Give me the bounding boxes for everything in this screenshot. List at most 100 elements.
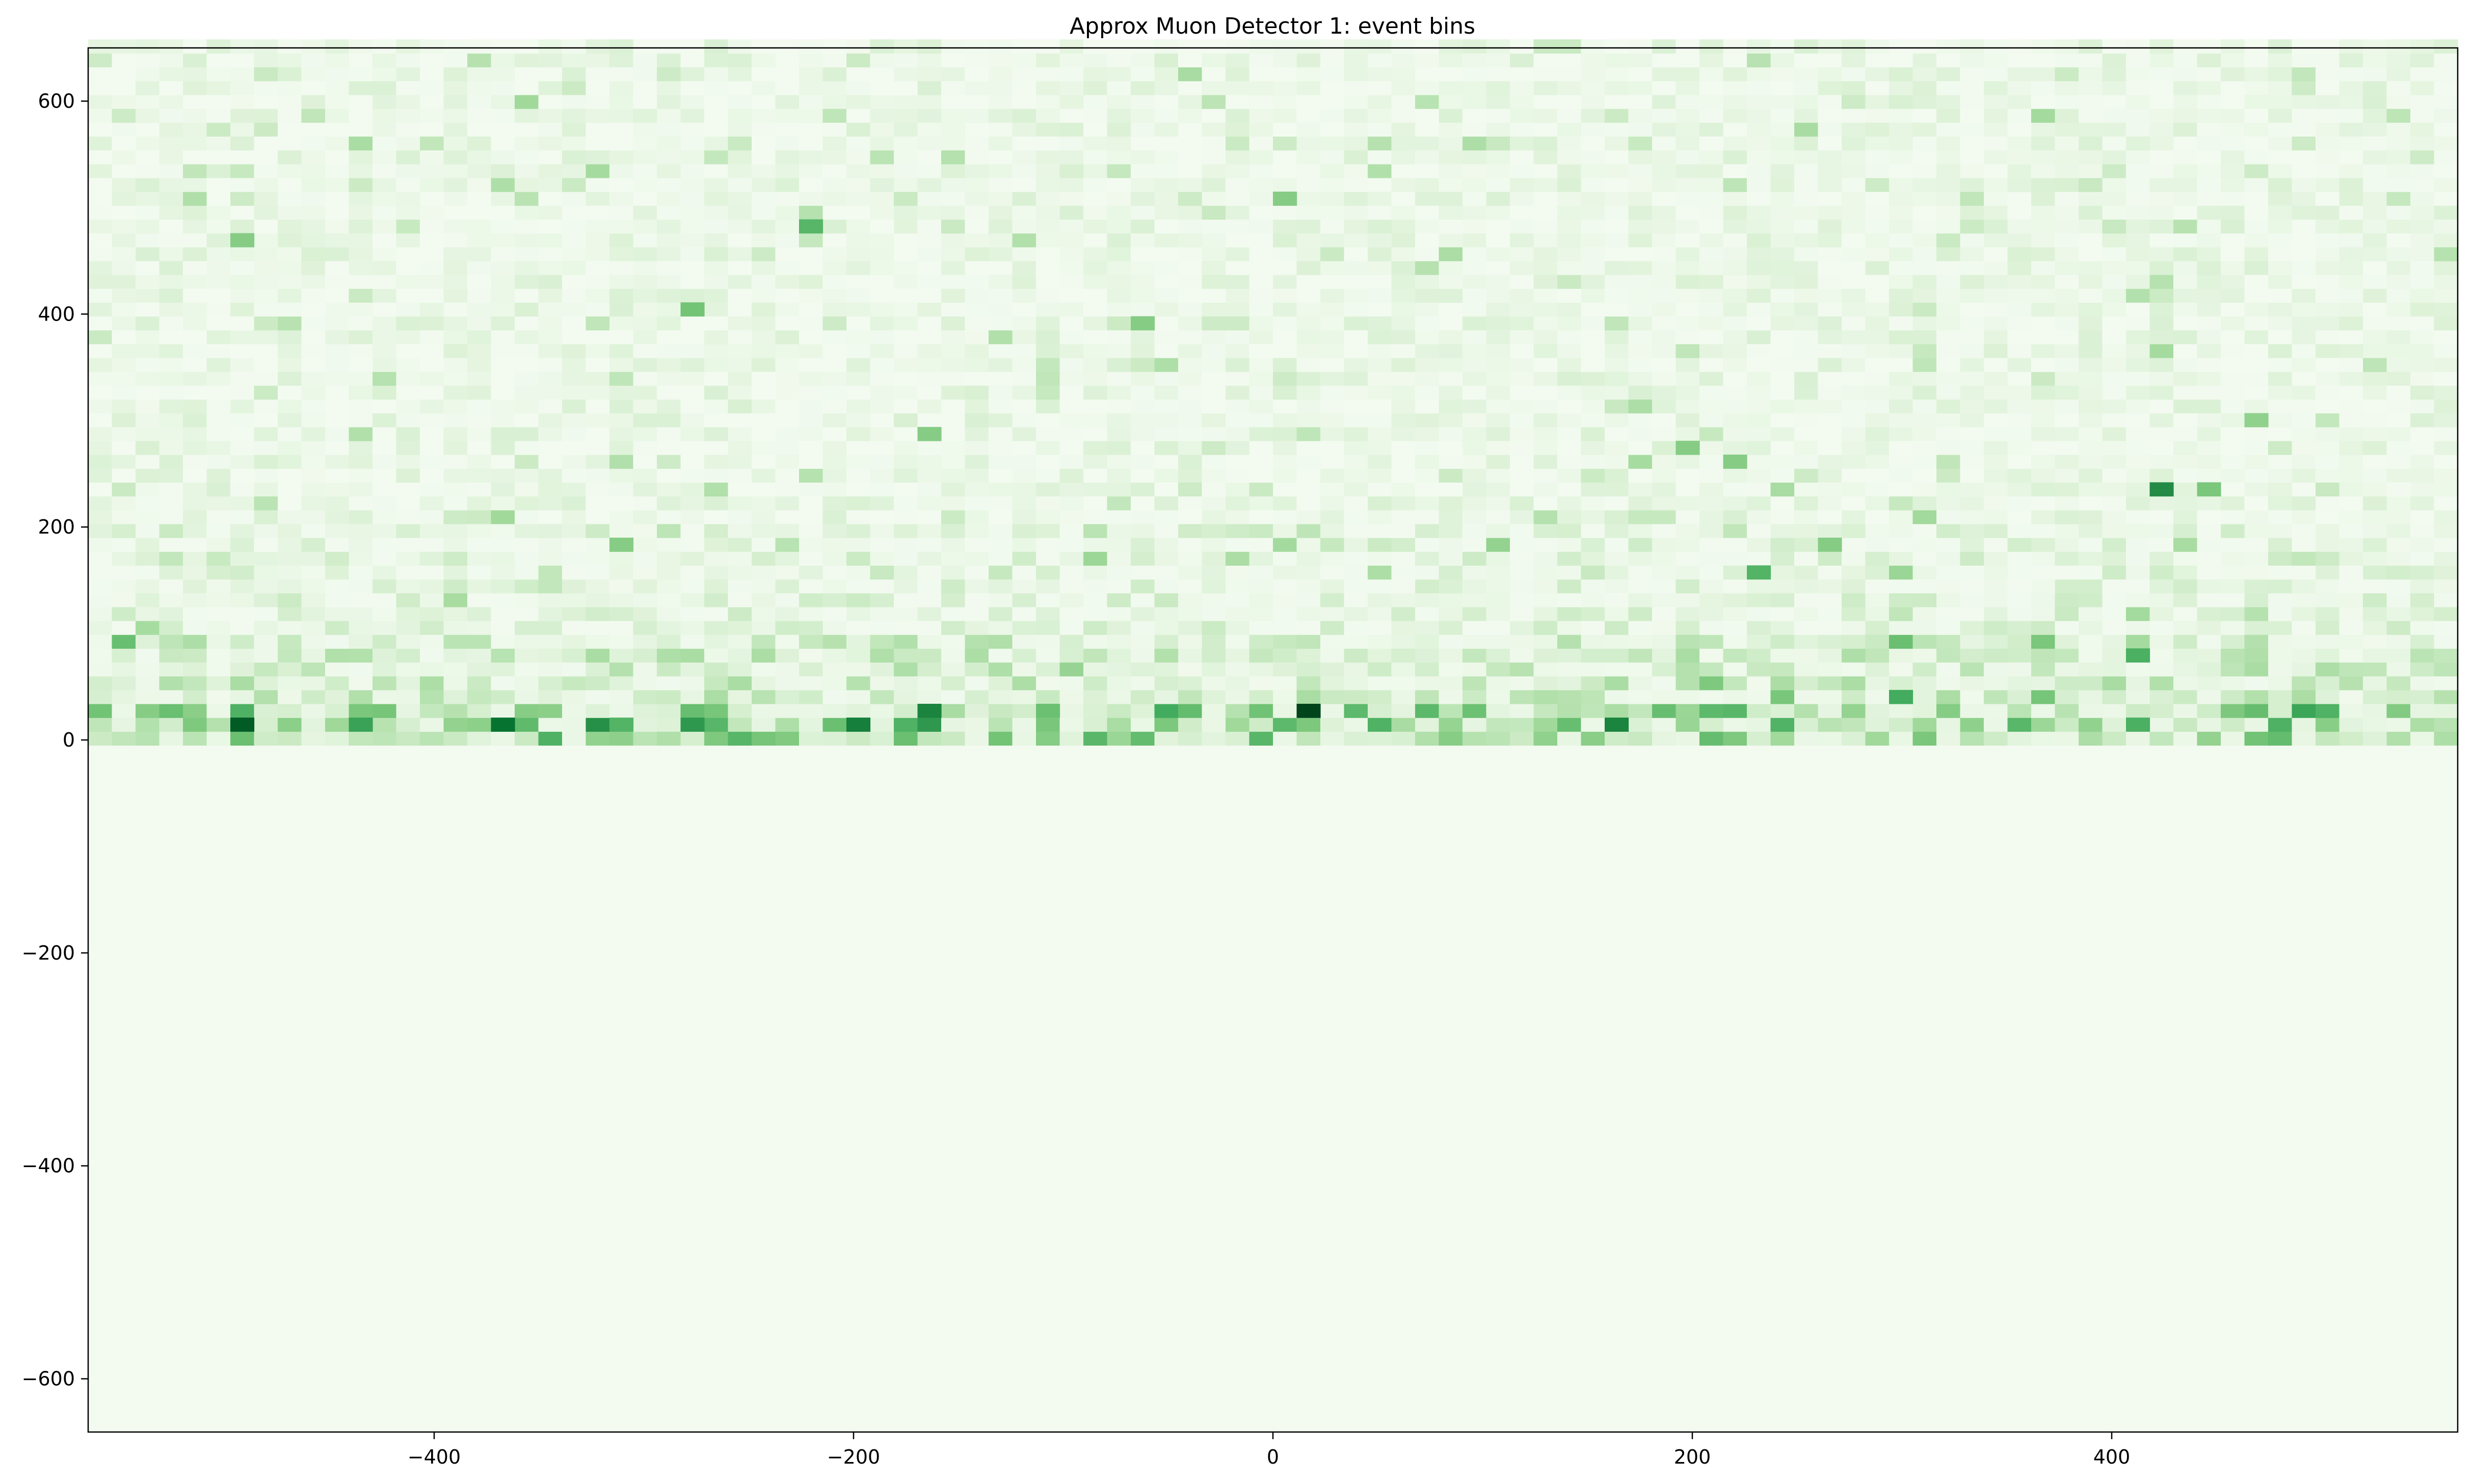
heatmap-cell [1889, 621, 1913, 635]
heatmap-cell [254, 399, 278, 414]
heatmap-cell [1391, 634, 1416, 649]
heatmap-cell [2434, 343, 2458, 358]
heatmap-cell [2386, 94, 2411, 109]
heatmap-cell [1912, 358, 1937, 372]
heatmap-cell [1794, 455, 1819, 469]
heatmap-cell [2434, 496, 2458, 511]
heatmap-cell [254, 136, 278, 151]
heatmap-cell [254, 81, 278, 95]
heatmap-cell [1226, 399, 1250, 414]
heatmap-cell [799, 316, 823, 331]
heatmap-cell [775, 523, 800, 538]
heatmap-cell [301, 247, 326, 261]
heatmap-cell [1178, 704, 1203, 718]
heatmap-cell [254, 704, 278, 718]
heatmap-cell [941, 302, 966, 317]
heatmap-cell [728, 109, 752, 123]
heatmap-cell [870, 690, 894, 704]
heatmap-cell [1344, 440, 1368, 455]
heatmap-cell [1249, 565, 1273, 580]
heatmap-cell [349, 399, 373, 414]
heatmap-cell [491, 164, 515, 178]
heatmap-cell [2268, 275, 2293, 289]
heatmap-cell [1510, 288, 1534, 303]
heatmap-cell [2173, 358, 2198, 372]
heatmap-cell [846, 606, 871, 621]
heatmap-cell [2031, 551, 2056, 566]
heatmap-cell [1178, 233, 1203, 248]
heatmap-cell [1889, 606, 1913, 621]
heatmap-cell [1533, 164, 1558, 178]
heatmap-cell [1107, 565, 1131, 580]
heatmap-cell [1770, 219, 1795, 234]
heatmap-cell [1012, 662, 1036, 677]
heatmap-cell [562, 523, 587, 538]
heatmap-cell [1059, 482, 1084, 497]
heatmap-cell [1415, 233, 1440, 248]
heatmap-cell [1415, 606, 1440, 621]
heatmap-cell [159, 219, 183, 234]
heatmap-cell [822, 81, 847, 95]
heatmap-cell [1794, 372, 1819, 386]
heatmap-cell [1131, 634, 1155, 649]
heatmap-cell [2363, 648, 2387, 663]
heatmap-cell [136, 247, 160, 261]
heatmap-cell [420, 676, 444, 691]
heatmap-cell [2292, 122, 2316, 137]
heatmap-cell [1794, 192, 1819, 206]
heatmap-cell [633, 316, 657, 331]
heatmap-cell [2244, 496, 2269, 511]
heatmap-cell [538, 482, 563, 497]
heatmap-cell [206, 662, 231, 677]
heatmap-cell [443, 205, 468, 220]
heatmap-cell [183, 94, 207, 109]
heatmap-cell [136, 662, 160, 677]
heatmap-cell [2268, 579, 2293, 594]
heatmap-cell [2292, 676, 2316, 691]
heatmap-cell [1936, 81, 1961, 95]
heatmap-cell [1533, 579, 1558, 594]
heatmap-cell [822, 551, 847, 566]
heatmap-cell [799, 399, 823, 414]
heatmap-cell [183, 288, 207, 303]
heatmap-cell [870, 621, 894, 635]
heatmap-cell [349, 606, 373, 621]
heatmap-cell [1439, 496, 1463, 511]
heatmap-cell [2055, 593, 2079, 607]
heatmap-cell [1391, 676, 1416, 691]
heatmap-cell [1107, 621, 1131, 635]
heatmap-cell [2149, 53, 2174, 68]
heatmap-cell [1605, 676, 1629, 691]
heatmap-cell [2339, 399, 2363, 414]
heatmap-cell [633, 427, 657, 441]
heatmap-cell [965, 455, 989, 469]
heatmap-cell [941, 247, 966, 261]
heatmap-cell [1059, 122, 1084, 137]
heatmap-cell [1912, 164, 1937, 178]
heatmap-cell [206, 205, 231, 220]
heatmap-cell [1723, 67, 1747, 82]
heatmap-cell [396, 468, 420, 483]
heatmap-cell [586, 192, 610, 206]
heatmap-cell [491, 440, 515, 455]
heatmap-cell [1676, 634, 1700, 649]
heatmap-cell [941, 385, 966, 400]
heatmap-cell [1178, 94, 1203, 109]
heatmap-cell [1581, 372, 1605, 386]
heatmap-cell [1818, 177, 1842, 192]
heatmap-cell [1368, 579, 1392, 594]
heatmap-cell [1202, 440, 1226, 455]
heatmap-cell [2197, 399, 2221, 414]
heatmap-cell [538, 109, 563, 123]
heatmap-cell [704, 565, 729, 580]
heatmap-cell [325, 192, 350, 206]
heatmap-cell [1249, 205, 1273, 220]
heatmap-cell [467, 676, 492, 691]
heatmap-cell [1226, 523, 1250, 538]
heatmap-cell [1770, 455, 1795, 469]
heatmap-cell [2102, 177, 2126, 192]
heatmap-cell [1012, 496, 1036, 511]
heatmap-cell [2244, 150, 2269, 165]
heatmap-cell [1036, 192, 1060, 206]
heatmap-cell [586, 676, 610, 691]
